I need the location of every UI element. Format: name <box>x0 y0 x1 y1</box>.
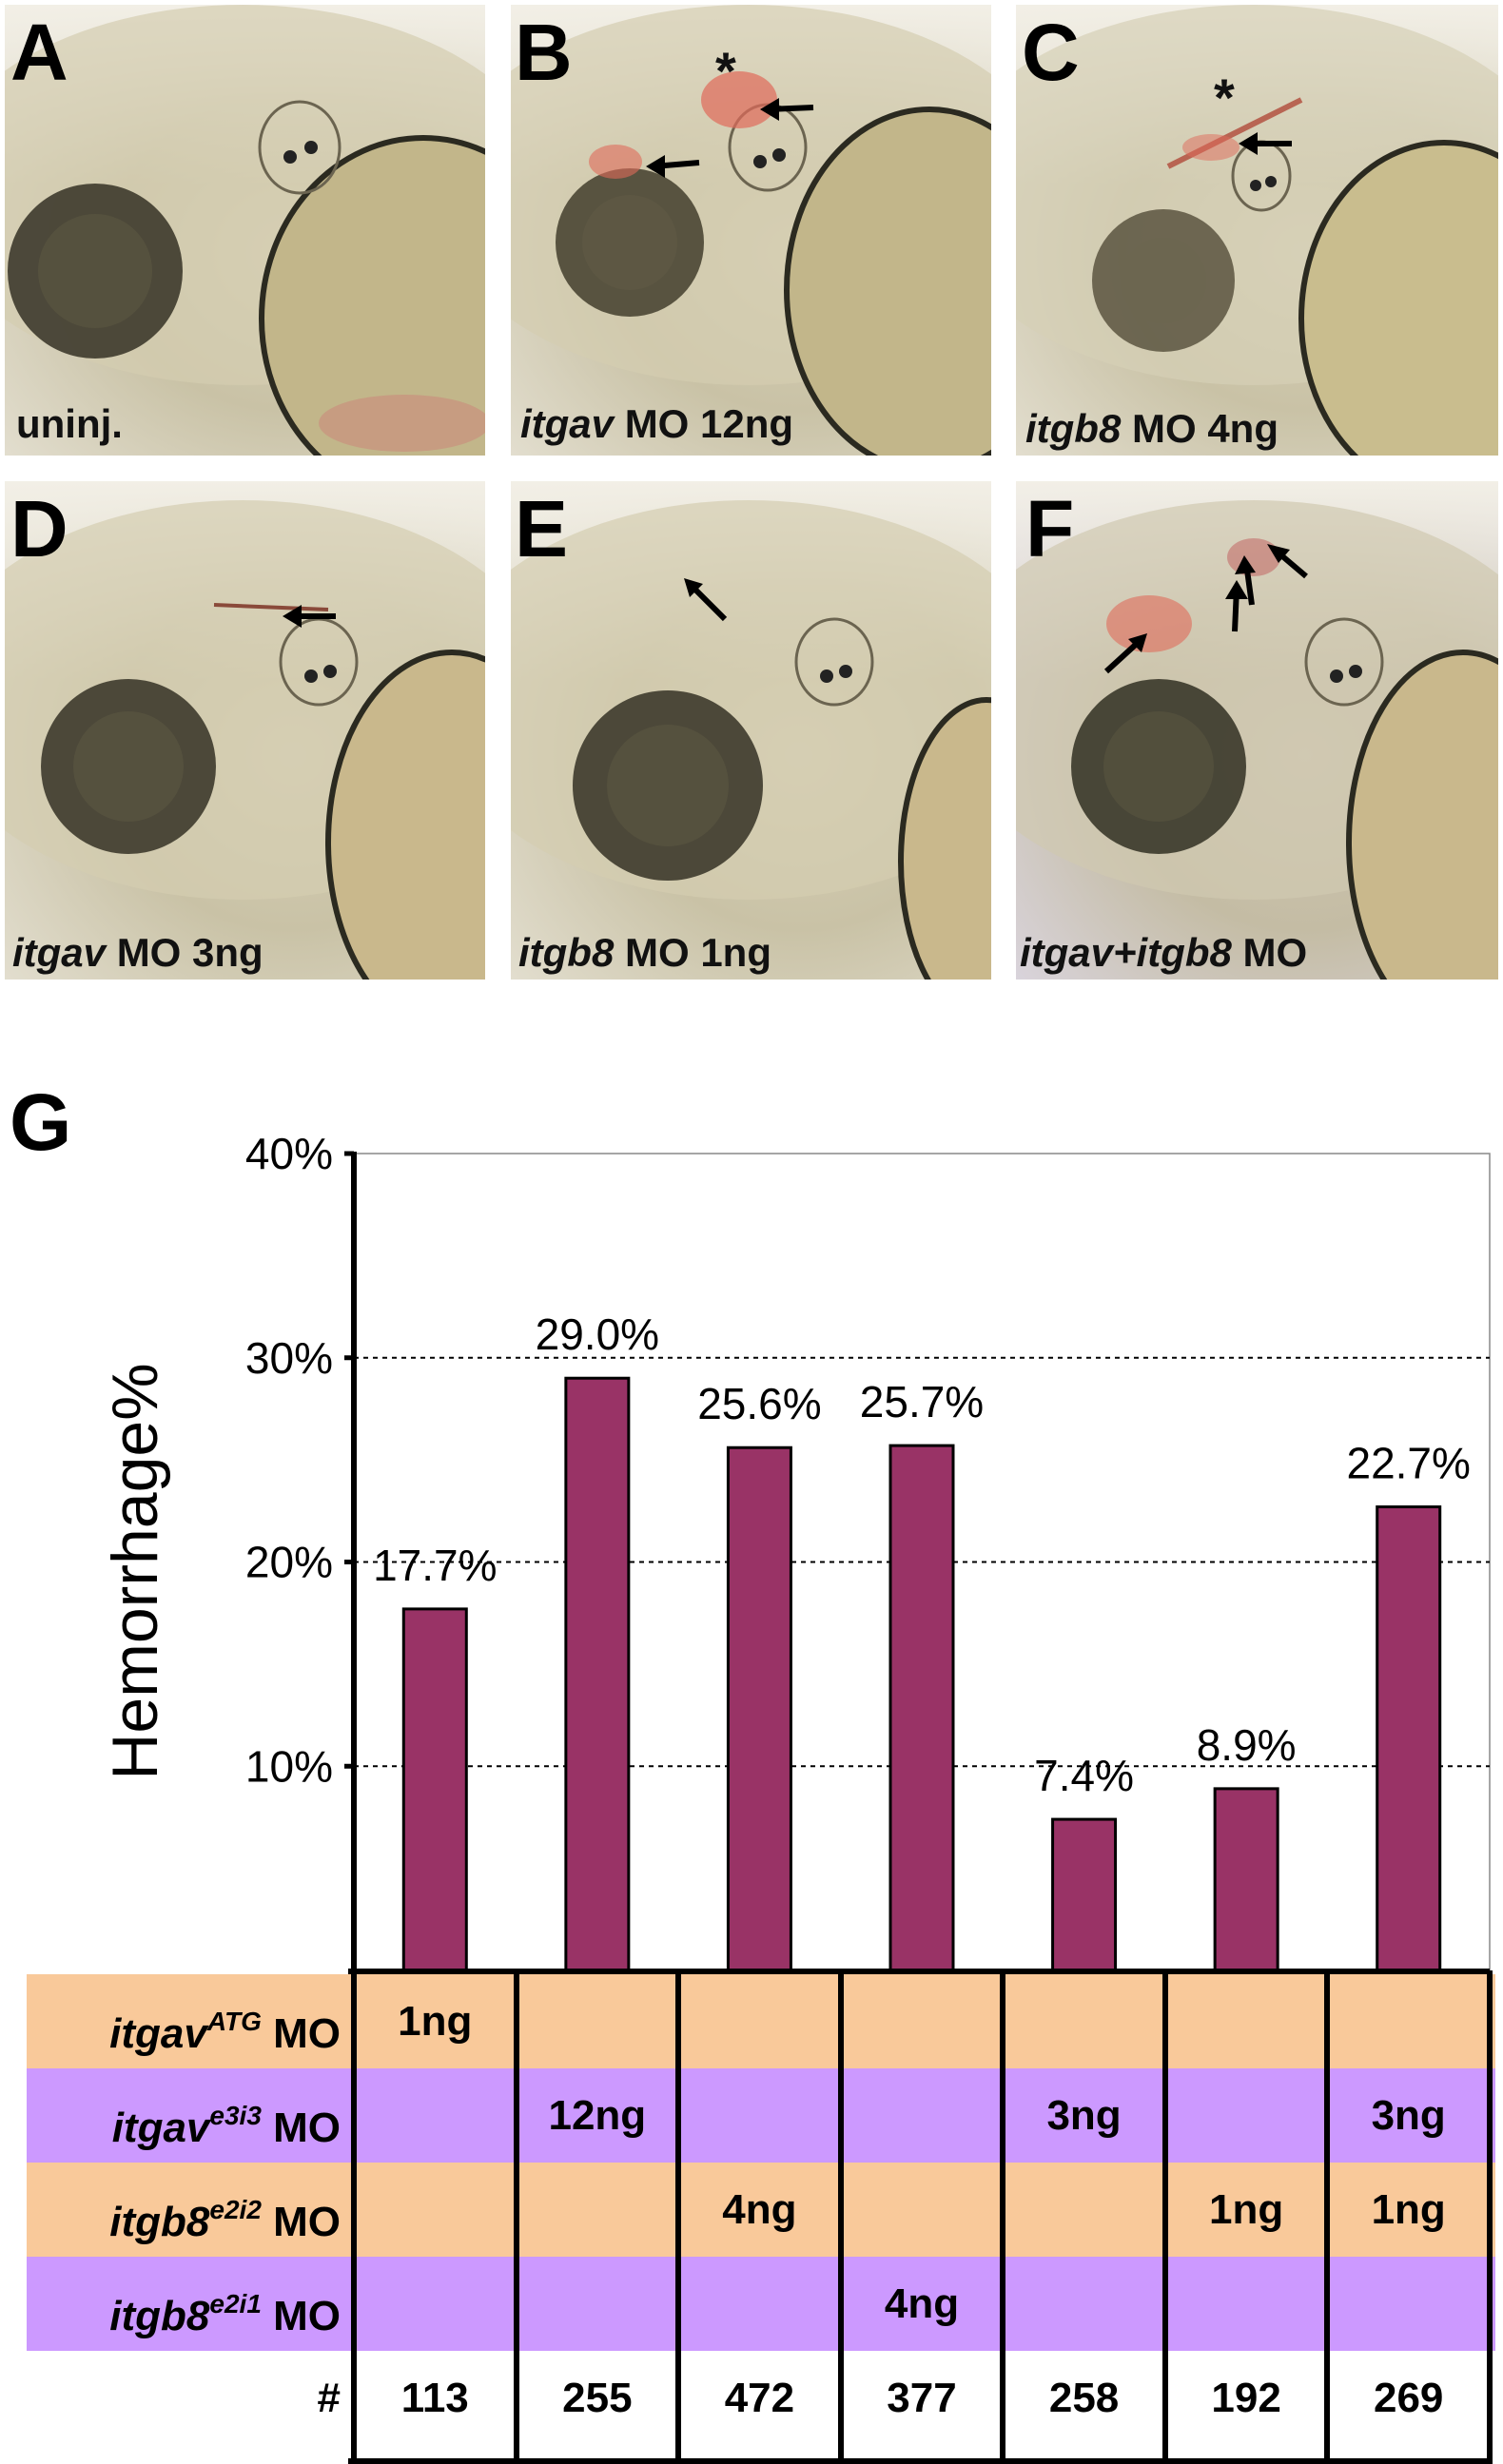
table-column-border <box>675 1970 681 2464</box>
dose-cell: 1ng <box>398 1998 473 2045</box>
panel-letter-g: G <box>10 1077 72 1167</box>
panel-letter: E <box>515 484 569 573</box>
dose-cell <box>841 2163 1004 2257</box>
table-column-border <box>1000 1970 1005 2464</box>
panel-caption: itgav+itgb8 MO <box>1020 930 1308 975</box>
dose-cell <box>1327 2257 1490 2351</box>
data-label: 7.4% <box>1034 1751 1134 1800</box>
table-row: itgave3i3 MO 12ng 3ng 3ng <box>27 2068 1495 2163</box>
row-label: itgavATG MO <box>109 2007 341 2057</box>
panel-caption: itgb8 MO 4ng <box>1025 406 1279 451</box>
table-column-border <box>1162 1970 1168 2464</box>
bar <box>1376 1505 1442 1972</box>
table-row: itgavATG MO 1ng <box>27 1974 1495 2068</box>
dose-cell: 4ng <box>884 2280 960 2327</box>
table-column-border <box>838 1970 844 2464</box>
table-top-border <box>348 1969 1490 1974</box>
panel-letter: C <box>1022 8 1080 97</box>
count-row: #113 255 472 377 258 192 269 <box>27 2351 1495 2445</box>
table-column-border <box>1487 1970 1493 2464</box>
dose-cell <box>517 2257 679 2351</box>
table-column-border <box>1324 1970 1330 2464</box>
table-column-border <box>514 1970 519 2464</box>
dose-cell <box>678 2068 841 2163</box>
data-label: 8.9% <box>1197 1720 1297 1770</box>
count-cell: 113 <box>400 2375 469 2421</box>
count-cell: 192 <box>1211 2375 1281 2421</box>
y-tick-label: 40% <box>245 1129 333 1178</box>
data-label: 17.7% <box>373 1541 497 1590</box>
dose-cell <box>841 2068 1004 2163</box>
bar <box>1051 1817 1118 1972</box>
data-label: 29.0% <box>536 1310 659 1359</box>
y-tick-label: 20% <box>245 1538 333 1587</box>
panel-caption: itgb8 MO 1ng <box>518 930 771 975</box>
count-cell: 255 <box>562 2375 633 2421</box>
dose-cell: 1ng <box>1371 2186 1446 2233</box>
panel-letter: B <box>515 8 573 97</box>
dose-cell <box>1165 1974 1328 2068</box>
dose-cell <box>678 1974 841 2068</box>
count-cell: 269 <box>1373 2375 1444 2421</box>
bar <box>401 1607 468 1972</box>
bar <box>564 1376 631 1972</box>
dose-cell <box>354 2257 517 2351</box>
bar <box>888 1444 955 1972</box>
dose-cell <box>1003 2163 1165 2257</box>
dose-cell: 1ng <box>1209 2186 1284 2233</box>
dose-cell <box>1003 1974 1165 2068</box>
row-label: itgave3i3 MO <box>111 2101 341 2151</box>
photo-panel-f: F itgav+itgb8 MO <box>1016 481 1498 980</box>
dose-cell <box>517 1974 679 2068</box>
photo-panel-a: A uninj. <box>5 5 485 456</box>
dose-cell: 3ng <box>1371 2092 1446 2139</box>
dose-cell <box>678 2257 841 2351</box>
hemorrhage-bar-chart: 10% 20% 30% 40% Hemorrhage% 17.7% 29.0% 25.6% 25… <box>99 1129 1491 1972</box>
count-cell: 377 <box>887 2375 957 2421</box>
dose-cell <box>354 2163 517 2257</box>
dose-cell <box>1327 1974 1490 2068</box>
y-tick-label: 10% <box>245 1741 333 1791</box>
asterisk-marker: * <box>1214 68 1235 127</box>
dose-cell: 3ng <box>1046 2092 1122 2139</box>
table-row: itgb8e2i1 MO 4ng <box>27 2257 1495 2351</box>
data-label: 25.6% <box>697 1379 821 1428</box>
panel-letter: F <box>1025 484 1075 573</box>
bar <box>726 1445 792 1972</box>
count-cell: 258 <box>1048 2375 1120 2421</box>
photo-panel-e: E itgb8 MO 1ng <box>511 481 991 980</box>
photo-panel-b: B * itgav MO 12ng <box>511 5 991 456</box>
data-label: 22.7% <box>1346 1439 1470 1488</box>
dose-cell <box>517 2163 679 2257</box>
asterisk-marker: * <box>715 41 736 101</box>
bar <box>1213 1787 1279 1972</box>
panel-letter: D <box>10 484 68 573</box>
y-tick-label: 30% <box>245 1333 333 1383</box>
panel-caption: itgav MO 3ng <box>12 930 264 975</box>
panel-caption: itgav MO 12ng <box>520 401 794 446</box>
row-label: itgb8e2i2 MO <box>109 2195 341 2245</box>
table-bottom-border <box>348 2458 1490 2464</box>
y-axis-label: Hemorrhage% <box>99 1363 171 1779</box>
dose-cell <box>841 1974 1004 2068</box>
panel-caption: uninj. <box>16 401 123 446</box>
dose-cell <box>1003 2257 1165 2351</box>
dose-cell <box>1165 2068 1328 2163</box>
panel-letter: A <box>10 8 68 97</box>
row-label: itgb8e2i1 MO <box>109 2289 341 2339</box>
photo-panel-c: C * itgb8 MO 4ng <box>1016 5 1498 456</box>
count-label: # <box>317 2375 341 2421</box>
table-column-border <box>351 1970 357 2464</box>
dose-cell <box>354 2068 517 2163</box>
photo-panel-d: D itgav MO 3ng <box>5 481 485 980</box>
table-row: itgb8e2i2 MO 4ng 1ng 1ng <box>27 2163 1495 2257</box>
count-cell: 472 <box>724 2375 795 2421</box>
dose-cell: 4ng <box>722 2186 797 2233</box>
data-label: 25.7% <box>860 1377 984 1426</box>
dose-cell: 12ng <box>548 2092 647 2139</box>
dose-cell <box>1165 2257 1328 2351</box>
